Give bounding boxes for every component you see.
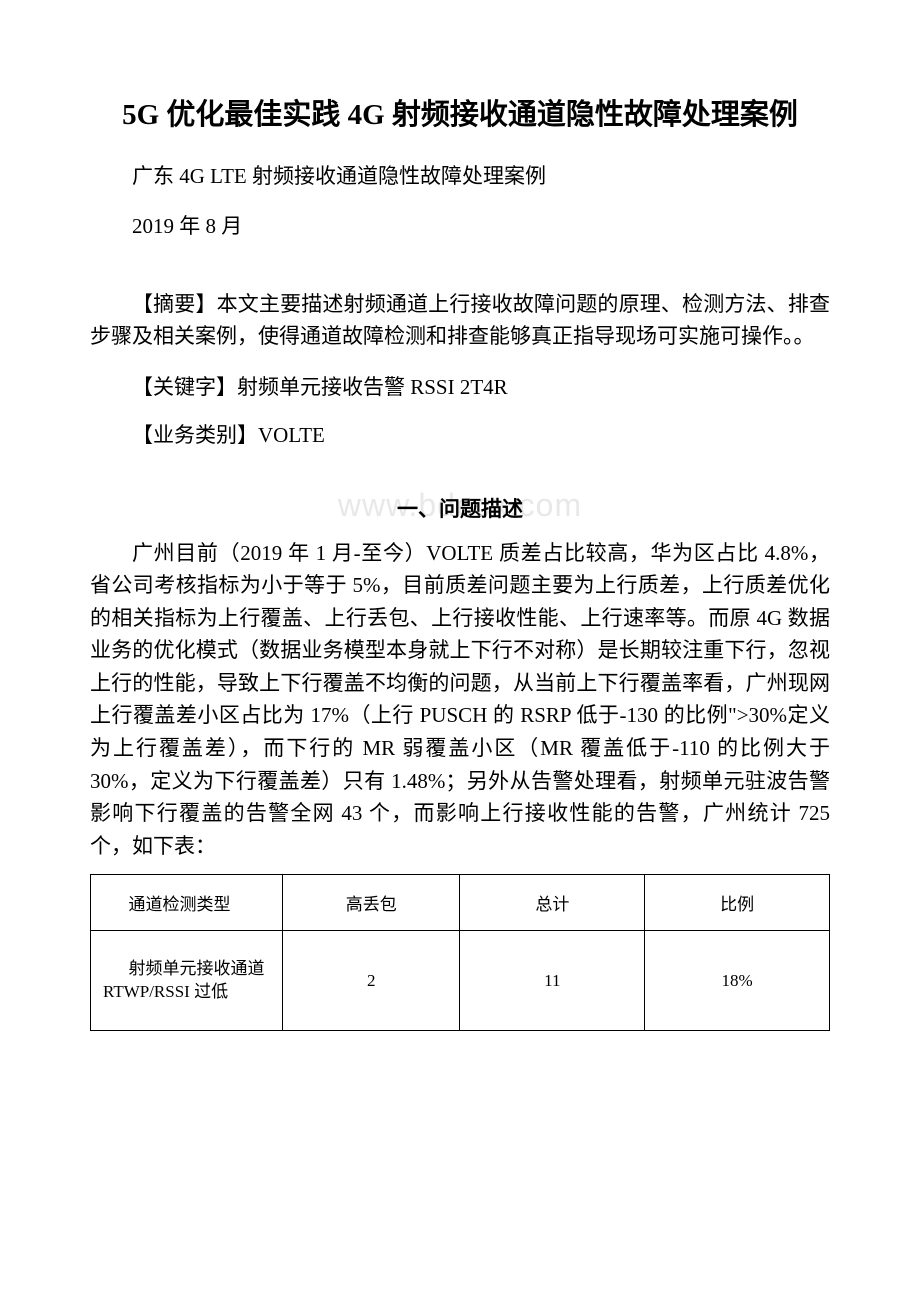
table-header-cell: 比例	[645, 875, 830, 931]
cell-text: 射频单元接收通道RTWP/RSSI 过低	[103, 958, 270, 1004]
table-row: 射频单元接收通道RTWP/RSSI 过低 2 11 18%	[91, 931, 830, 1031]
table-header-cell: 高丢包	[283, 875, 460, 931]
table-header-cell: 总计	[460, 875, 645, 931]
table-cell: 2	[283, 931, 460, 1031]
business-type-paragraph: 【业务类别】VOLTE	[90, 419, 830, 449]
body-paragraph: 广州目前（2019 年 1 月-至今）VOLTE 质差占比较高，华为区占比 4.…	[90, 537, 830, 862]
abstract-paragraph: 【摘要】本文主要描述射频通道上行接收故障问题的原理、检测方法、排查步骤及相关案例…	[90, 288, 830, 353]
table-header-row: 通道检测类型 高丢包 总计 比例	[91, 875, 830, 931]
section-heading-container: www.bdocx.com 一、问题描述	[90, 493, 830, 523]
table-header-cell: 通道检测类型	[91, 875, 283, 931]
data-table: 通道检测类型 高丢包 总计 比例 射频单元接收通道RTWP/RSSI 过低 2 …	[90, 874, 830, 1031]
section-heading: 一、问题描述	[397, 497, 523, 521]
table-cell: 18%	[645, 931, 830, 1031]
table-cell: 射频单元接收通道RTWP/RSSI 过低	[91, 931, 283, 1031]
document-subtitle: 广东 4G LTE 射频接收通道隐性故障处理案例	[90, 160, 830, 190]
document-date: 2019 年 8 月	[90, 210, 830, 240]
table-cell: 11	[460, 931, 645, 1031]
keywords-paragraph: 【关键字】射频单元接收告警 RSSI 2T4R	[90, 371, 830, 401]
document-title: 5G 优化最佳实践 4G 射频接收通道隐性故障处理案例	[90, 95, 830, 136]
